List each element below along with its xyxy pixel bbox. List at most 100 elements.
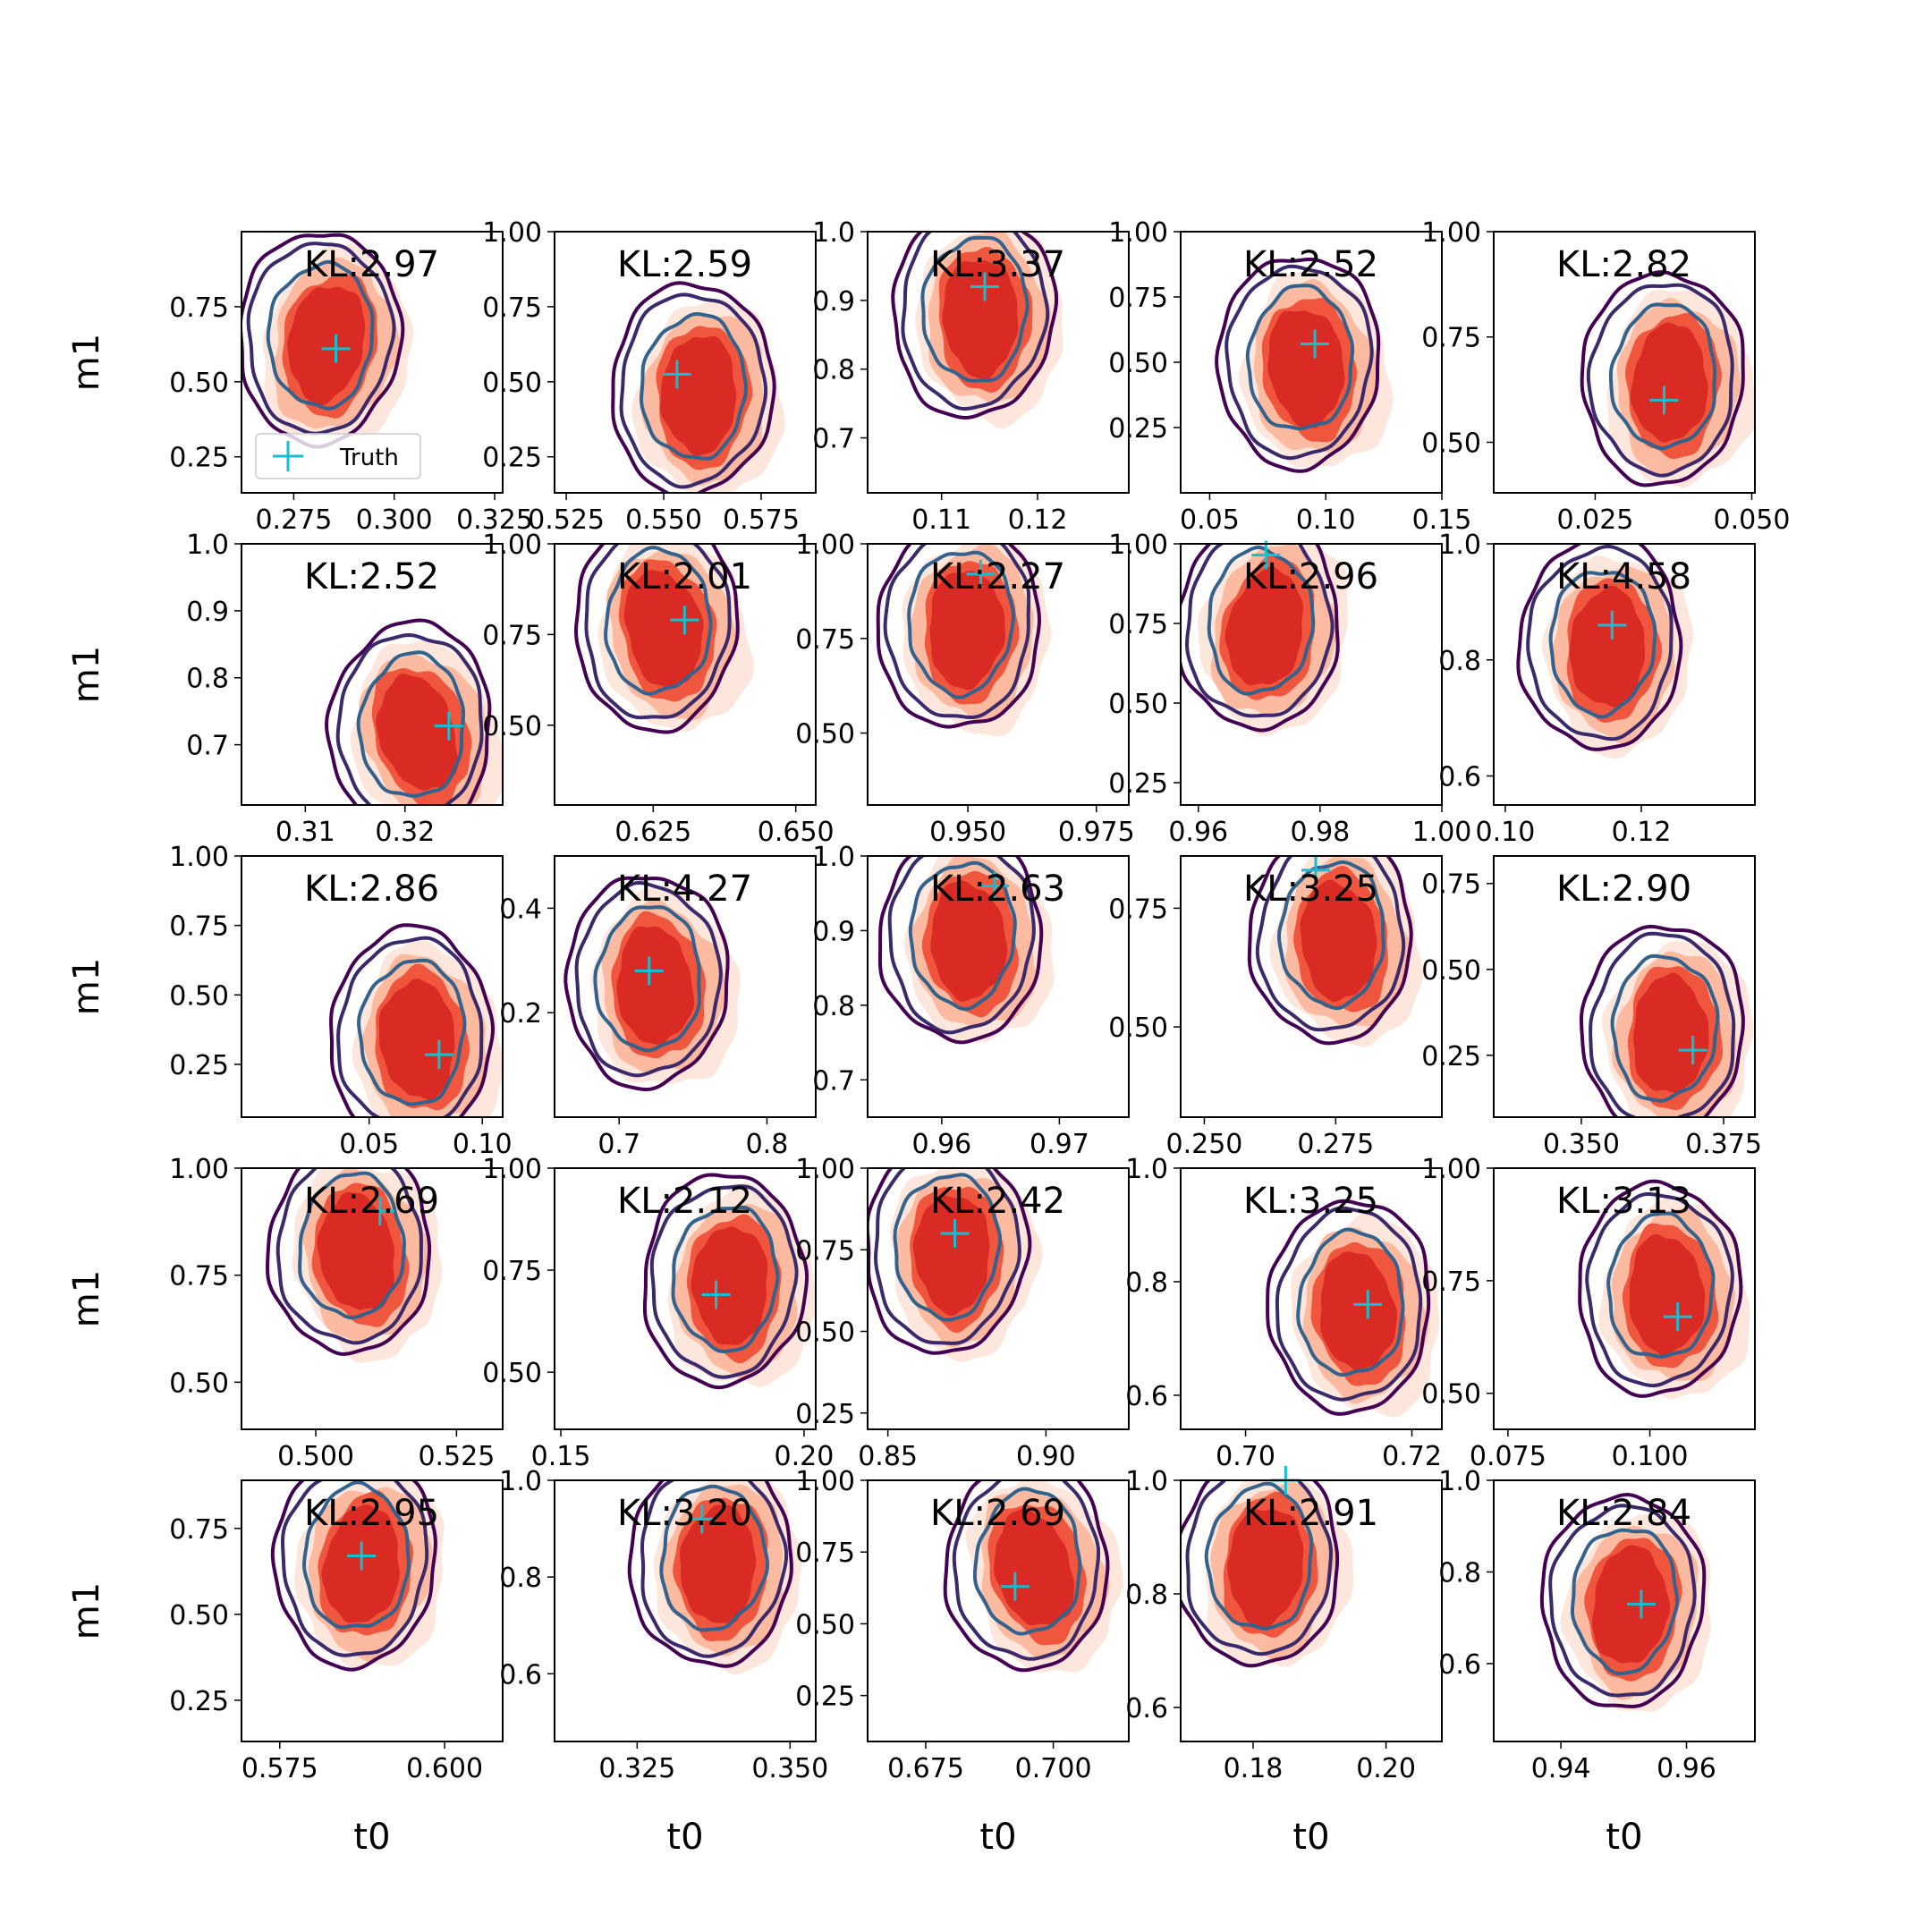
y-tick-label: 0.25 [169, 1686, 229, 1717]
axes-frame [554, 1479, 817, 1742]
density-fill-inner [1630, 322, 1708, 443]
contour-outer [1181, 544, 1340, 733]
contour-mid [619, 292, 768, 489]
y-tick-label: 0.50 [1421, 428, 1481, 459]
y-tick-label: 0.25 [1421, 1041, 1481, 1072]
contour-mid [1255, 856, 1406, 1032]
axes-frame [867, 543, 1130, 806]
contour-outer [642, 1173, 809, 1390]
density-layer [876, 544, 1052, 737]
truth-marker [1678, 1036, 1707, 1065]
density-layer [642, 1173, 816, 1390]
axes-frame [554, 231, 817, 494]
contour-outer [564, 876, 730, 1092]
density-fill-inner [660, 335, 737, 456]
density-fill-inner [680, 1504, 757, 1624]
contour-inner [1245, 284, 1355, 431]
contour-mid [1586, 283, 1734, 478]
kl-annotation: KL:2.91 [1243, 1493, 1378, 1534]
contour-inner [357, 958, 467, 1106]
kl-annotation: KL:2.69 [930, 1493, 1065, 1534]
kl-annotation: KL:2.95 [304, 1493, 439, 1534]
contour-mid [336, 936, 484, 1117]
axes-frame [1493, 1479, 1756, 1742]
contour-inner [1570, 1528, 1680, 1676]
kl-annotation: KL:2.52 [1243, 244, 1378, 285]
y-tick-label: 1.00 [1108, 530, 1168, 561]
x-tick-label: 0.975 [1058, 817, 1135, 848]
y-tick-label: 0.75 [795, 1538, 855, 1569]
y-tick-label: 0.75 [169, 292, 229, 324]
truth-marker [1597, 610, 1627, 640]
kl-annotation: KL:2.01 [617, 556, 752, 597]
x-tick-label: 0.96 [911, 1129, 971, 1160]
y-axis-label: m1 [66, 1270, 107, 1327]
y-tick-label: 0.75 [1421, 1267, 1481, 1298]
x-tick-label: 0.85 [858, 1441, 918, 1472]
y-tick-label: 0.9 [812, 916, 855, 947]
density-layer [1181, 544, 1348, 737]
x-tick-label: 0.32 [375, 817, 435, 848]
density-layer [611, 281, 785, 493]
y-tick-label: 0.50 [482, 711, 542, 742]
y-tick-label: 0.8 [186, 664, 229, 695]
axes-frame [241, 855, 504, 1118]
x-tick-label: 0.550 [625, 504, 702, 536]
x-tick-label: 0.97 [1030, 1129, 1089, 1160]
y-tick-label: 0.25 [169, 443, 229, 474]
density-layer [868, 1168, 1043, 1362]
x-tick-label: 0.15 [531, 1441, 591, 1472]
subplot-22: 0.325 0.350 0.6 0.8 1.0 KL:3.20 t0 [499, 1466, 828, 1858]
contour-mid [1275, 1206, 1423, 1402]
y-tick-label: 0.75 [795, 1235, 855, 1267]
x-tick-label: 0.20 [1356, 1753, 1416, 1784]
contour-inner [671, 1205, 780, 1353]
truth-marker [1251, 540, 1281, 570]
x-tick-label: 0.12 [1612, 817, 1672, 848]
subplot-1: 0.275 0.300 0.325 0.25 0.50 0.75 KL:2.97 m1 Trut… [66, 231, 533, 536]
kl-annotation: KL:2.82 [1556, 244, 1691, 285]
contour-mid [1184, 544, 1335, 718]
contour-outer [324, 618, 492, 805]
y-tick-label: 0.6 [1125, 1693, 1168, 1724]
subplot-25: 0.94 0.96 0.6 0.8 1.0 KL:2.84 t0 [1438, 1466, 1756, 1858]
x-tick-label: 0.300 [356, 504, 433, 536]
y-tick-label: 0.8 [812, 355, 855, 386]
subplot-3: 0.11 0.12 0.7 0.8 0.9 1.0 KL:3.37 [812, 217, 1130, 536]
truth-marker [980, 871, 1010, 901]
y-tick-label: 0.8 [1438, 646, 1481, 677]
contour-mid [1526, 544, 1674, 741]
subplot-16: 0.500 0.525 0.50 0.75 1.00 KL:2.69 m1 [66, 1154, 504, 1472]
contour-inner [1606, 1211, 1716, 1359]
axes-frame [867, 1479, 1130, 1742]
y-tick-label: 1.0 [1125, 1466, 1168, 1497]
x-tick-label: 0.700 [1015, 1753, 1092, 1784]
x-tick-label: 0.72 [1382, 1441, 1442, 1472]
y-axis-label: m1 [66, 1582, 107, 1640]
axes-frame [1493, 1167, 1756, 1430]
density-layer [242, 233, 414, 449]
truth-marker [687, 1504, 716, 1534]
x-tick-label: 0.7 [597, 1129, 640, 1160]
x-tick-label: 0.525 [418, 1441, 495, 1472]
contour-outer [242, 233, 405, 449]
truth-marker [424, 1040, 453, 1070]
density-layer [1578, 1179, 1750, 1400]
contour-outer [876, 544, 1042, 729]
subplot-8: 0.950 0.975 0.50 0.75 1.00 KL:2.27 [795, 530, 1135, 848]
y-tick-label: 0.8 [812, 991, 855, 1022]
y-tick-label: 0.50 [169, 1600, 229, 1631]
x-tick-label: 0.375 [1685, 1129, 1762, 1160]
axes-frame [867, 1167, 1130, 1430]
subplot-12: 0.7 0.8 0.2 0.4 KL:4.27 [499, 855, 817, 1160]
density-layer [265, 1168, 443, 1363]
axes-frame [241, 231, 504, 494]
contour-inner [1296, 1227, 1405, 1377]
subplot-24: 0.18 0.20 0.6 0.8 1.0 KL:2.91 t0 [1125, 1466, 1443, 1858]
kl-annotation: KL:2.97 [304, 244, 439, 285]
subplot-9: 0.96 0.98 1.00 0.25 0.50 0.75 1.00 KL:2.96 [1108, 530, 1471, 848]
x-tick-label: 0.575 [723, 504, 800, 536]
y-tick-label: 0.6 [1125, 1381, 1168, 1412]
density-fill-inner [287, 286, 366, 406]
